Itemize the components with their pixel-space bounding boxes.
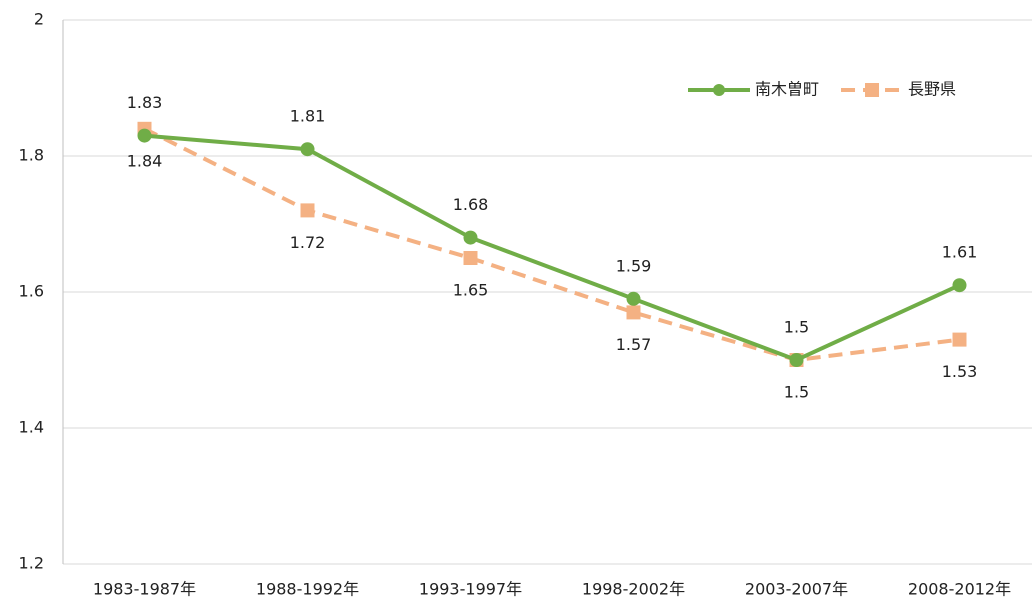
marker <box>300 142 315 157</box>
legend-label: 長野県 <box>908 80 956 99</box>
series-line <box>143 127 960 363</box>
marker <box>626 305 641 320</box>
legend-marker <box>713 84 725 96</box>
marker <box>463 251 478 265</box>
data-label: 1.61 <box>942 243 978 262</box>
data-label: 1.5 <box>784 383 809 402</box>
x-tick-label: 1993-1997年 <box>419 580 522 599</box>
marker <box>789 353 804 367</box>
marker <box>300 203 315 218</box>
series-line <box>144 133 961 363</box>
data-label: 1.59 <box>616 256 652 275</box>
y-tick-label: 2 <box>34 10 44 29</box>
data-label: 1.81 <box>290 107 326 126</box>
marker <box>626 291 641 306</box>
x-tick-label: 2008-2012年 <box>908 580 1011 599</box>
data-label: 1.5 <box>784 318 809 337</box>
y-tick-label: 1.4 <box>19 418 44 437</box>
marker <box>137 128 152 143</box>
y-tick-label: 1.8 <box>19 146 44 165</box>
marker <box>952 278 967 293</box>
data-label: 1.65 <box>453 281 489 300</box>
legend-label: 南木曽町 <box>755 80 819 99</box>
y-tick-label: 1.2 <box>19 554 44 573</box>
y-tick-label: 1.6 <box>19 282 44 301</box>
legend-marker <box>865 83 880 97</box>
x-tick-label: 1998-2002年 <box>582 580 685 599</box>
x-tick-label: 1983-1987年 <box>93 580 196 599</box>
data-label: 1.72 <box>290 233 326 252</box>
data-label: 1.53 <box>942 362 978 381</box>
data-label: 1.83 <box>127 93 163 112</box>
data-label: 1.57 <box>616 335 652 354</box>
data-label: 1.68 <box>453 195 489 214</box>
marker <box>952 332 967 347</box>
marker <box>463 230 478 245</box>
data-label: 1.84 <box>127 151 163 170</box>
x-tick-label: 1988-1992年 <box>256 580 359 599</box>
x-tick-label: 2003-2007年 <box>745 580 848 599</box>
